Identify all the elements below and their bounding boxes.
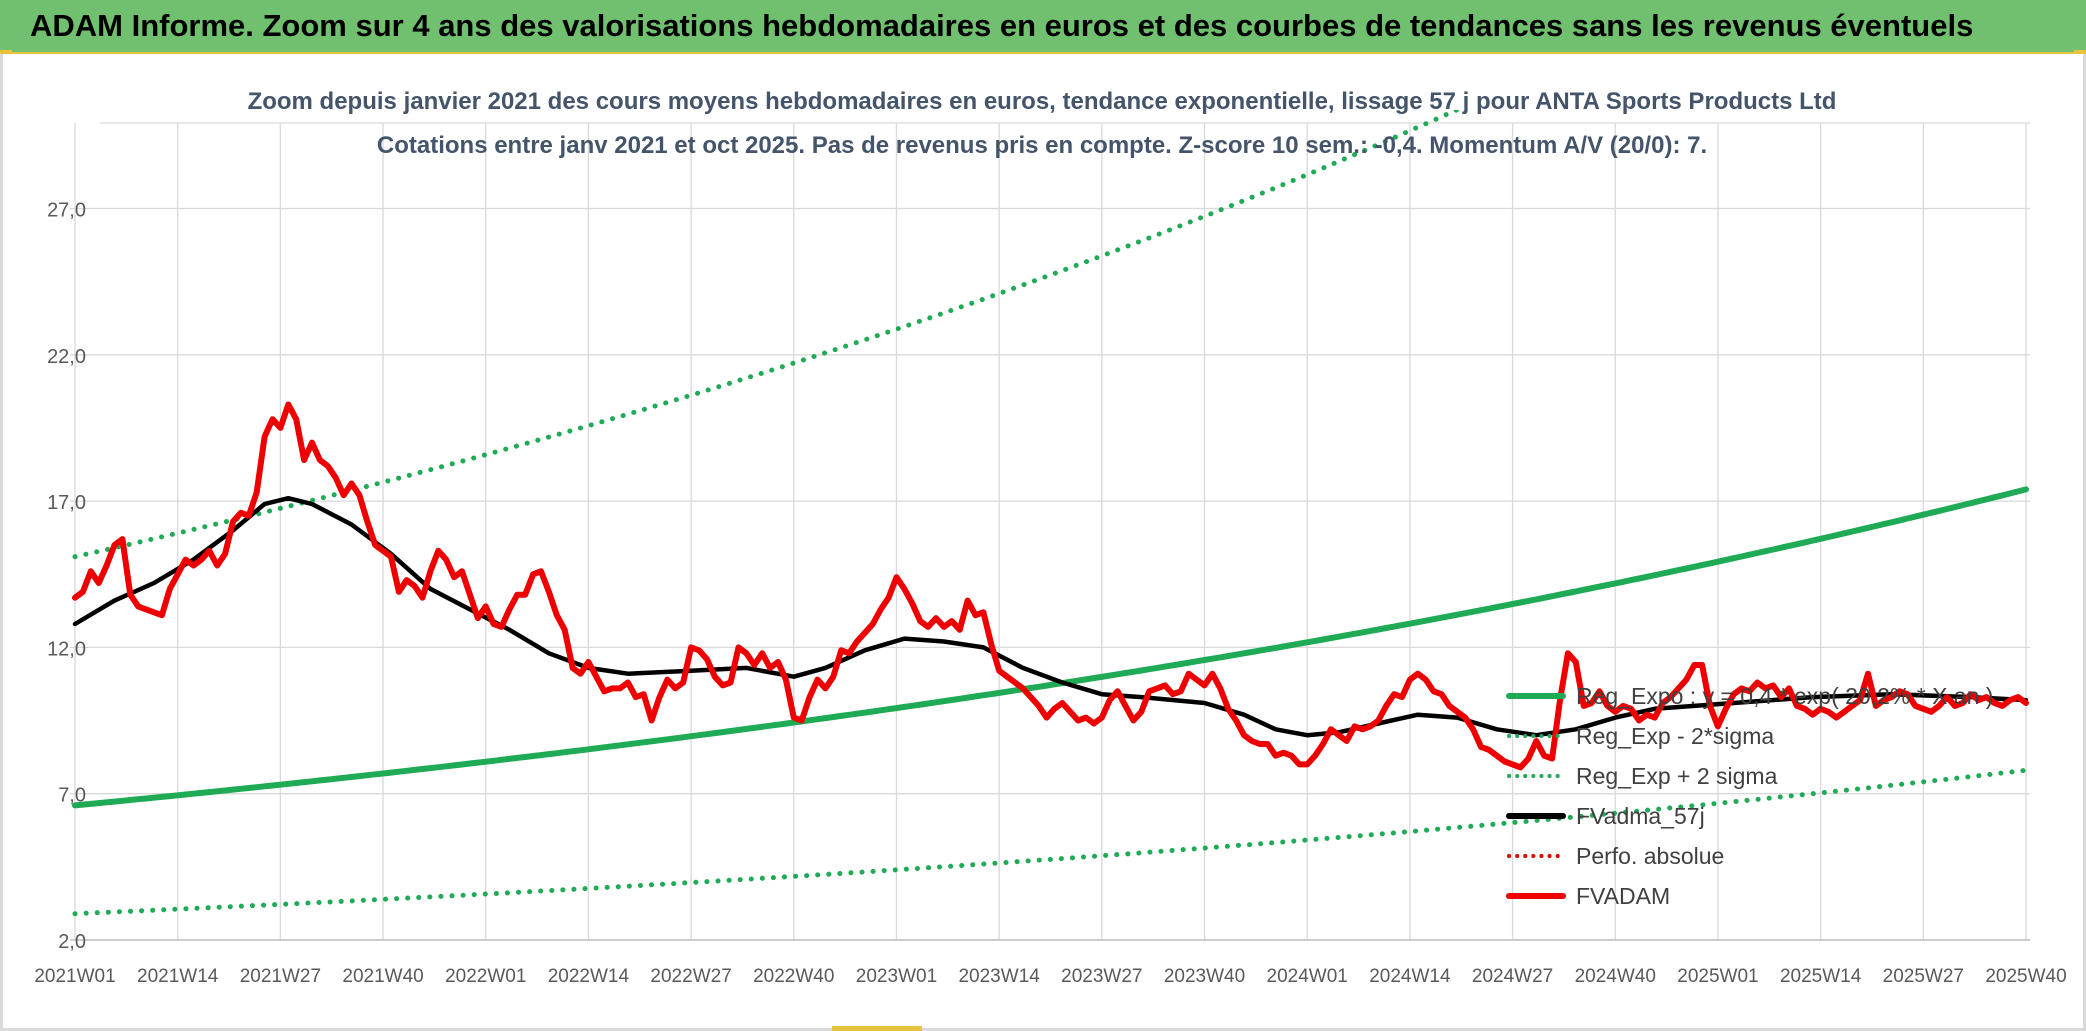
series-line-regression bbox=[72, 486, 2029, 809]
series-line-price bbox=[72, 401, 2029, 771]
legend-item: Reg_Expo : y = 0,4 * exp( 20,2% * X an ) bbox=[1506, 676, 1993, 716]
x-tick-label: 2022W01 bbox=[445, 966, 526, 987]
x-tick-label: 2025W27 bbox=[1883, 966, 1964, 987]
x-tick-label: 2022W14 bbox=[548, 966, 630, 987]
x-tick-label: 2022W27 bbox=[650, 966, 731, 987]
legend-label: FVADAM bbox=[1576, 882, 1671, 909]
x-axis-ticks: 2021W01 2021W14 2021W27 2021W40 2022W01 2022W… bbox=[34, 966, 2066, 987]
legend-label: Reg_Exp + 2 sigma bbox=[1576, 762, 1778, 789]
x-tick-label: 2024W14 bbox=[1369, 966, 1451, 987]
legend-item: Reg_Exp + 2 sigma bbox=[1506, 756, 1993, 796]
y-tick-label: 17,0 bbox=[47, 492, 86, 514]
x-tick-label: 2021W14 bbox=[137, 966, 219, 987]
chart-grid bbox=[70, 122, 2030, 941]
x-tick-label: 2023W40 bbox=[1164, 966, 1245, 987]
legend-label: Reg_Expo : y = 0,4 * exp( 20,2% * X an ) bbox=[1576, 682, 1994, 709]
legend-swatch bbox=[1506, 693, 1566, 699]
x-tick-label: 2021W01 bbox=[34, 966, 115, 987]
report-banner: ADAM Informe. Zoom sur 4 ans des valoris… bbox=[0, 0, 2086, 54]
y-axis-ticks: 2,0 7,0 12,0 17,0 22,0 27,0 bbox=[47, 200, 86, 954]
legend-swatch bbox=[1507, 774, 1565, 778]
x-tick-label: 2023W14 bbox=[958, 966, 1040, 987]
bottom-accent bbox=[832, 1026, 922, 1031]
corner-accent-left bbox=[0, 50, 12, 54]
legend-swatch bbox=[1506, 893, 1566, 899]
chart-legend: Reg_Expo : y = 0,4 * exp( 20,2% * X an )… bbox=[1506, 676, 1993, 916]
legend-swatch bbox=[1506, 813, 1566, 819]
report-title: ADAM Informe. Zoom sur 4 ans des valoris… bbox=[30, 8, 1974, 43]
legend-item: FVadma_57j bbox=[1506, 796, 1993, 836]
legend-label: FVadma_57j bbox=[1576, 802, 1705, 829]
legend-item: Reg_Exp - 2*sigma bbox=[1506, 716, 1993, 756]
series-line-dotted bbox=[72, 767, 2029, 917]
y-tick-label: 2,0 bbox=[58, 931, 86, 953]
legend-swatch bbox=[1507, 734, 1565, 738]
chart-title: Zoom depuis janvier 2021 des cours moyen… bbox=[248, 88, 1837, 115]
x-tick-label: 2022W40 bbox=[753, 966, 834, 987]
x-tick-label: 2025W40 bbox=[1985, 966, 2066, 987]
x-tick-label: 2024W40 bbox=[1575, 966, 1656, 987]
x-tick-label: 2021W40 bbox=[342, 966, 423, 987]
legend-item: Perfo. absolue bbox=[1506, 836, 1993, 876]
chart-subtitle: Cotations entre janv 2021 et oct 2025. P… bbox=[377, 132, 1707, 159]
x-tick-label: 2025W01 bbox=[1677, 966, 1758, 987]
x-tick-label: 2023W27 bbox=[1061, 966, 1142, 987]
x-tick-label: 2025W14 bbox=[1780, 966, 1862, 987]
x-tick-label: 2024W27 bbox=[1472, 966, 1553, 987]
corner-accent-right bbox=[2074, 50, 2086, 54]
legend-label: Reg_Exp - 2*sigma bbox=[1576, 722, 1775, 749]
x-tick-label: 2021W27 bbox=[240, 966, 321, 987]
legend-label: Perfo. absolue bbox=[1576, 842, 1725, 869]
x-tick-label: 2024W01 bbox=[1267, 966, 1348, 987]
y-tick-label: 12,0 bbox=[47, 638, 86, 660]
legend-swatch bbox=[1507, 854, 1565, 858]
x-tick-label: 2023W01 bbox=[856, 966, 937, 987]
series-layer bbox=[72, 110, 2029, 917]
y-tick-label: 7,0 bbox=[58, 785, 86, 807]
y-tick-label: 27,0 bbox=[47, 200, 86, 222]
legend-item: FVADAM bbox=[1506, 876, 1993, 916]
y-tick-label: 22,0 bbox=[47, 346, 86, 368]
series-line-dotted bbox=[72, 110, 1463, 560]
